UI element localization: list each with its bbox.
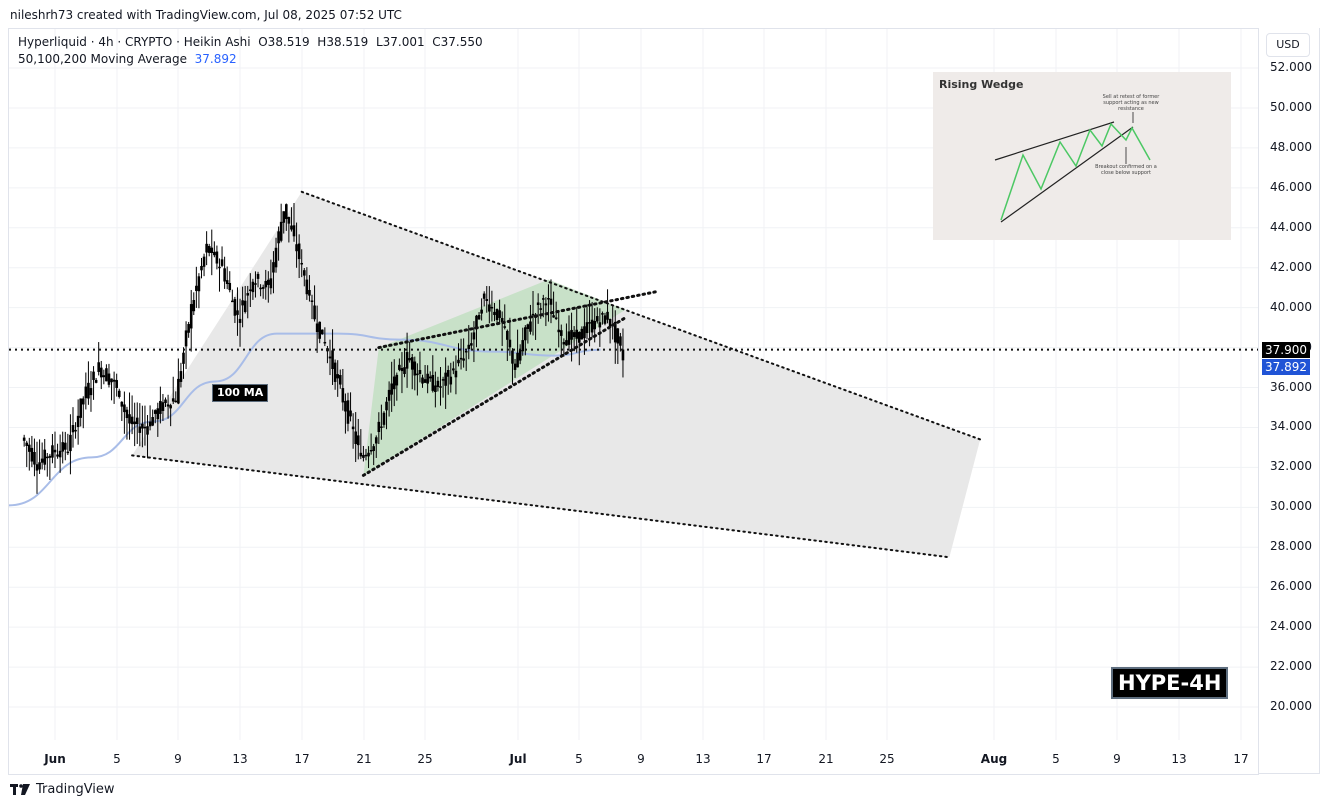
x-tick-label: Aug (980, 752, 1008, 766)
y-tick-label: 34.000 (1270, 419, 1312, 434)
last-price-badge: 37.900 (1262, 342, 1310, 358)
y-tick-label: 20.000 (1270, 699, 1312, 714)
x-tick-label: 9 (1113, 752, 1121, 766)
tradingview-logo-icon (10, 783, 30, 795)
trend-lines (9, 190, 1258, 559)
x-tick-label: 5 (113, 752, 121, 766)
x-tick-label: 21 (818, 752, 834, 766)
x-tick-label: 9 (174, 752, 182, 766)
ma-legend-value: 37.892 (194, 52, 237, 66)
chart-legend: Hyperliquid · 4h · CRYPTO · Heikin Ashi … (18, 34, 483, 68)
pattern-overlays (132, 191, 981, 558)
symbol-tag: HYPE-4H (1111, 667, 1229, 699)
y-tick-label: 26.000 (1270, 579, 1312, 594)
chart-credit: nileshrh73 created with TradingView.com,… (10, 8, 402, 22)
x-tick-label: 17 (756, 752, 772, 766)
x-tick-label: 25 (417, 752, 433, 766)
y-tick-label: 48.000 (1270, 139, 1312, 154)
y-tick-label: 52.000 (1270, 60, 1312, 74)
y-tick-label: 50.000 (1270, 99, 1312, 114)
y-tick-label: 24.000 (1270, 619, 1312, 634)
inset-note-bottom: Breakout confirmed on a close below supp… (1095, 164, 1157, 176)
rising-wedge-inset: Rising Wedge Sell at retest of former su… (933, 72, 1231, 240)
symbol-ohlc: Hyperliquid · 4h · CRYPTO · Heikin Ashi … (18, 35, 483, 49)
y-tick-label: 30.000 (1270, 499, 1312, 514)
y-tick-label: 40.000 (1270, 299, 1312, 314)
ma-legend: 50,100,200 Moving Average 37.892 (18, 51, 483, 68)
x-tick-label: Jul (509, 752, 527, 766)
x-tick-label: 13 (1171, 752, 1187, 766)
ma-price-badge: 37.892 (1262, 359, 1310, 375)
tradingview-brand: TradingView (36, 782, 115, 797)
x-tick-label: 13 (232, 752, 248, 766)
x-tick-label: 17 (294, 752, 310, 766)
x-tick-label: 5 (575, 752, 583, 766)
currency-button[interactable]: USD (1266, 33, 1310, 57)
x-tick-label: 25 (879, 752, 895, 766)
inset-title: Rising Wedge (939, 78, 1024, 91)
price-axis[interactable] (1258, 28, 1320, 774)
y-tick-label: 42.000 (1270, 259, 1312, 274)
y-tick-label: 36.000 (1270, 379, 1312, 394)
y-tick-label: 44.000 (1270, 219, 1312, 234)
candles (22, 203, 625, 494)
x-tick-label: Jun (44, 752, 66, 766)
y-tick-label: 46.000 (1270, 179, 1312, 194)
y-tick-label: 22.000 (1270, 659, 1312, 674)
x-tick-label: 9 (637, 752, 645, 766)
inset-note-top: Sell at retest of former support acting … (1102, 94, 1160, 112)
y-tick-label: 32.000 (1270, 459, 1312, 474)
x-tick-label: 21 (356, 752, 372, 766)
x-tick-label: 13 (695, 752, 711, 766)
x-tick-label: 5 (1052, 752, 1060, 766)
ma-tag: 100 MA (212, 384, 269, 402)
ma-legend-label: 50,100,200 Moving Average (18, 52, 187, 66)
tradingview-logo[interactable]: TradingView (10, 782, 115, 797)
chart-frame (8, 28, 1259, 775)
x-tick-label: 17 (1233, 752, 1249, 766)
y-tick-label: 28.000 (1270, 539, 1312, 554)
rising-wedge-diagram (994, 112, 1151, 223)
